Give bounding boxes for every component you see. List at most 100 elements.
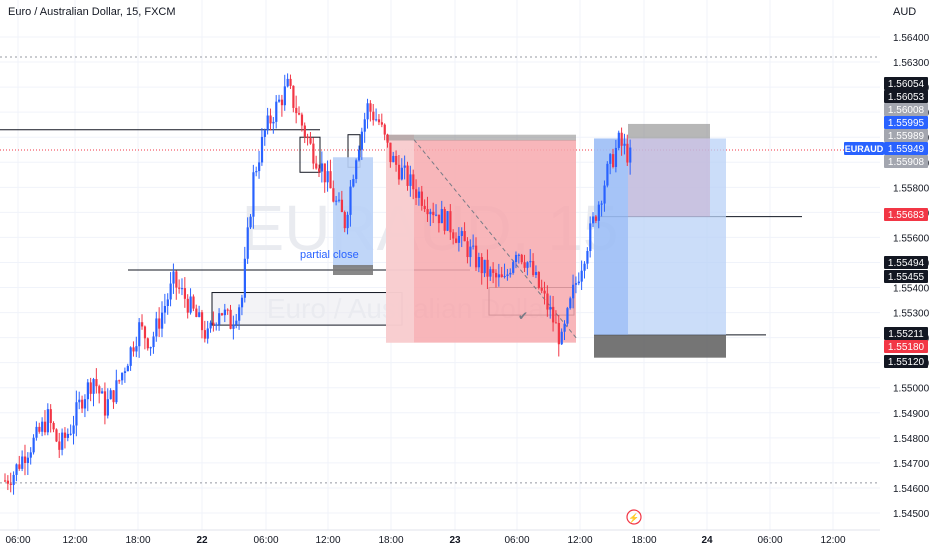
candle-body <box>483 259 486 274</box>
candle-body <box>46 409 50 433</box>
candle-body <box>101 391 104 394</box>
candle-body <box>397 164 401 180</box>
candle-body <box>346 214 349 229</box>
time-tick-label: 18:00 <box>631 535 656 546</box>
price-badge <box>884 142 928 155</box>
candle-body <box>243 258 246 298</box>
candle-body <box>440 209 443 224</box>
price-axis-unit: AUD <box>893 6 917 18</box>
candle-body <box>229 309 232 329</box>
time-tick-label: 06:00 <box>253 535 278 546</box>
candle-body <box>503 276 506 278</box>
candle-body <box>103 391 107 416</box>
candle-body <box>549 306 552 310</box>
time-tick-label: 18:00 <box>125 535 150 546</box>
candle-body <box>95 379 98 387</box>
price-badge <box>884 208 928 221</box>
partial-close-label: partial close <box>300 249 359 261</box>
candle-body <box>489 269 492 277</box>
candle-body <box>152 336 155 348</box>
candle-body <box>183 288 187 299</box>
candle-body <box>403 165 406 168</box>
candle-body <box>306 136 309 139</box>
candle-body <box>266 115 269 131</box>
candle-body <box>586 251 589 264</box>
candle-body <box>377 119 381 123</box>
candle-body <box>300 114 304 126</box>
candle-body <box>572 284 575 299</box>
time-tick-label: 24 <box>701 535 713 546</box>
candle-body <box>463 231 466 242</box>
candle-body <box>175 271 178 288</box>
candle-body <box>395 155 398 165</box>
candle-body <box>41 421 44 432</box>
price-badge-label: 1.56008 <box>888 105 925 116</box>
candle-body <box>369 103 372 112</box>
candle-body <box>121 372 124 381</box>
candle-body <box>35 426 38 438</box>
candle-body <box>318 168 321 172</box>
candle-body <box>563 323 566 332</box>
candle-body <box>383 124 386 135</box>
price-badge <box>884 155 928 168</box>
candle-body <box>437 214 441 224</box>
candle-body <box>21 456 24 469</box>
candle-body <box>386 134 389 143</box>
candle-body <box>389 142 392 163</box>
candle-body <box>212 322 215 325</box>
candle-body <box>6 480 10 484</box>
candle-body <box>486 259 489 277</box>
candle-body <box>469 246 472 258</box>
candle-body <box>81 399 84 409</box>
price-badge-label: 1.55683 <box>888 210 925 221</box>
candle-body <box>537 272 540 288</box>
candle-body <box>83 399 87 409</box>
candle-body <box>43 421 47 433</box>
candle-body <box>38 426 41 432</box>
lightning-icon-glyph: ⚡ <box>628 512 639 524</box>
price-badge <box>884 77 928 90</box>
candle-body <box>66 433 69 438</box>
price-tick-label: 1.54500 <box>893 509 930 520</box>
candle-body <box>223 309 226 316</box>
candle-body <box>323 163 326 183</box>
price-badge-label: 1.55494 <box>888 258 925 269</box>
candle-body <box>61 432 64 450</box>
candle-body <box>529 261 532 263</box>
candle-body <box>126 365 129 372</box>
candle-body <box>192 296 195 309</box>
candle-body <box>426 209 429 215</box>
candle-body <box>252 172 255 217</box>
candle-body <box>432 211 435 216</box>
price-badge <box>884 90 928 103</box>
candle-body <box>409 174 412 186</box>
range-box <box>211 292 403 326</box>
candle-body <box>12 474 15 485</box>
price-badge <box>884 103 928 116</box>
candle-body <box>23 456 27 464</box>
candle-body <box>332 188 335 202</box>
candle-body <box>492 269 495 273</box>
candle-body <box>326 171 329 183</box>
candle-body <box>263 130 266 137</box>
time-tick-label: 12:00 <box>62 535 87 546</box>
candle-body <box>135 346 138 352</box>
candle-body <box>186 298 189 313</box>
candle-body <box>312 143 315 164</box>
candle-body <box>15 464 18 475</box>
candle-body <box>315 163 318 169</box>
time-tick-label: 22 <box>196 535 208 546</box>
candle-body <box>75 402 78 426</box>
lightning-icon <box>626 509 642 525</box>
candle-body <box>141 322 144 327</box>
candle-body <box>452 232 455 239</box>
candle-body <box>626 143 629 163</box>
long-overlap-zone <box>628 138 710 217</box>
candle-body <box>574 283 578 285</box>
candle-body <box>629 147 632 163</box>
price-badge-label: 1.55989 <box>888 131 925 142</box>
candle-body <box>238 307 241 321</box>
candle-body <box>494 272 498 278</box>
